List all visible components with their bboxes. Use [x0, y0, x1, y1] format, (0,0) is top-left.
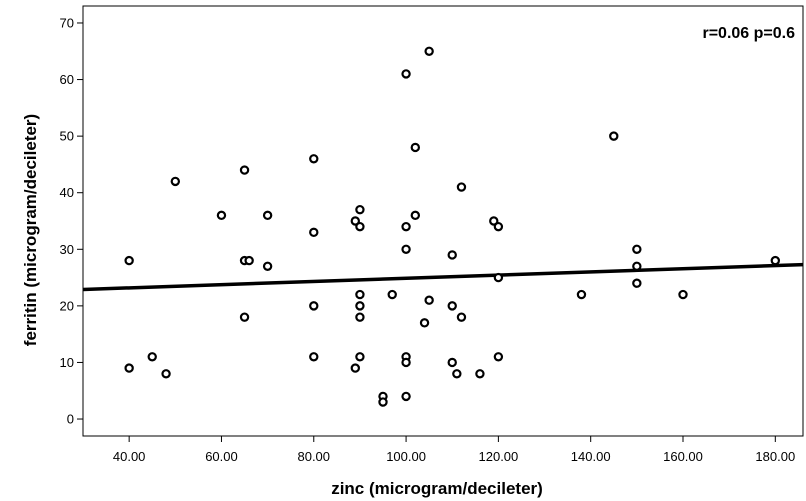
data-point	[262, 210, 273, 221]
data-point	[161, 369, 171, 379]
data-point	[309, 301, 319, 311]
data-point	[355, 289, 365, 300]
data-point	[424, 46, 434, 56]
data-point	[239, 165, 250, 175]
data-point	[350, 216, 361, 226]
plot-frame	[82, 5, 804, 437]
data-point	[124, 363, 134, 373]
regression-line	[82, 262, 804, 292]
data-point	[447, 301, 457, 311]
x-axis-title: zinc (microgram/decileter)	[331, 479, 543, 498]
data-point	[244, 255, 254, 266]
data-point	[401, 221, 411, 232]
y-tick-label: 60	[60, 72, 74, 87]
data-point	[309, 352, 319, 362]
x-axis: 40.00 60.00 80.00 100.00 120.00 140.00 160.00 1…	[113, 436, 795, 464]
data-point	[216, 210, 227, 221]
data-point	[239, 312, 250, 322]
data-point	[401, 391, 411, 402]
data-point	[447, 357, 457, 368]
data-point	[609, 131, 619, 141]
data-point	[493, 272, 504, 283]
y-tick-label: 40	[60, 185, 74, 200]
data-point	[452, 369, 462, 379]
data-point	[355, 204, 365, 215]
y-axis: 0 10 20 30 40 50 60 70	[60, 15, 83, 427]
y-tick-label: 20	[60, 298, 74, 313]
y-axis-title: ferritin (microgram/decileter)	[21, 114, 40, 346]
data-point	[475, 369, 485, 379]
data-point	[410, 210, 421, 221]
x-tick-label: 60.00	[205, 449, 238, 464]
data-point	[678, 289, 688, 300]
data-point	[355, 352, 365, 362]
data-point	[355, 312, 365, 322]
y-tick-label: 70	[60, 15, 74, 30]
x-tick-label: 140.00	[571, 449, 611, 464]
x-tick-label: 180.00	[755, 449, 795, 464]
data-point	[632, 244, 642, 254]
data-point	[401, 69, 411, 79]
data-point	[309, 227, 319, 238]
data-point	[147, 352, 157, 362]
data-point	[447, 250, 457, 260]
data-point	[489, 216, 499, 226]
data-point	[378, 397, 388, 407]
data-point	[309, 154, 319, 164]
data-point	[170, 176, 181, 187]
data-point	[770, 255, 781, 266]
data-points	[124, 46, 781, 407]
x-tick-label: 160.00	[663, 449, 703, 464]
y-tick-label: 30	[60, 242, 74, 257]
data-point	[456, 312, 467, 322]
data-point	[493, 352, 504, 362]
x-tick-label: 120.00	[479, 449, 519, 464]
data-point	[576, 289, 587, 300]
y-tick-label: 10	[60, 355, 74, 370]
data-point	[632, 261, 642, 271]
data-point	[456, 182, 467, 192]
data-point	[355, 301, 365, 311]
y-tick-label: 0	[67, 412, 74, 427]
stats-annotation: r=0.06 p=0.6	[702, 25, 795, 42]
data-point	[424, 295, 434, 305]
data-point	[410, 142, 421, 153]
data-point	[350, 363, 361, 373]
data-point	[355, 221, 365, 232]
data-point	[387, 289, 397, 300]
x-tick-label: 40.00	[113, 449, 146, 464]
data-point	[419, 318, 430, 328]
data-point	[262, 261, 273, 271]
x-tick-label: 80.00	[297, 449, 330, 464]
data-point	[401, 244, 411, 254]
data-point	[632, 278, 642, 288]
y-tick-label: 50	[60, 129, 74, 144]
data-point	[493, 221, 504, 232]
x-tick-label: 100.00	[386, 449, 426, 464]
data-point	[124, 255, 134, 266]
data-point	[401, 357, 411, 368]
